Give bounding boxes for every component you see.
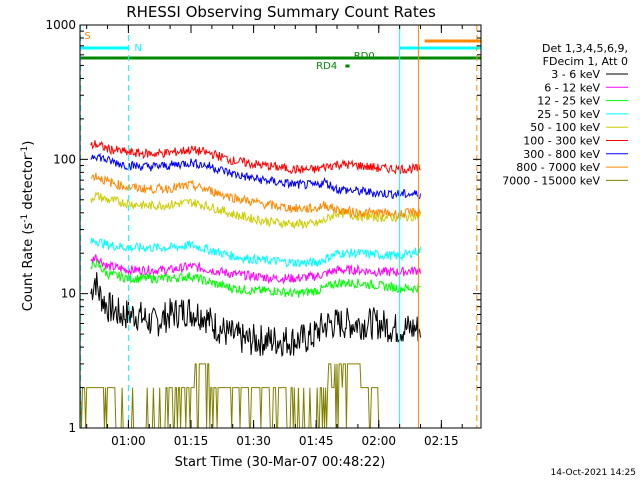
- state-label-3: RD4: [316, 61, 337, 72]
- legend-label-6: 300 - 800 keV: [523, 148, 600, 161]
- x-axis-label: Start Time (30-Mar-07 00:48:22): [175, 455, 386, 470]
- x-tick-label-4: 02:00: [361, 434, 396, 448]
- series-line-2: [90, 258, 421, 298]
- y-axis: 1 10 100 1000: [45, 18, 481, 435]
- series-line-5: [90, 140, 421, 175]
- state-label-0: S: [84, 31, 90, 42]
- legend-label-4: 50 - 100 keV: [530, 121, 600, 134]
- state-bars-group: S N RD0 RD4: [80, 31, 481, 72]
- y-axis-label-main: Count Rate (s: [21, 223, 36, 312]
- legend-header-0: Det 1,3,4,5,6,9,: [542, 42, 628, 55]
- y-axis-label: Count Rate (s-1 detector-1): [20, 141, 36, 312]
- legend-label-7: 800 - 7000 keV: [516, 161, 600, 174]
- state-label-1: N: [134, 43, 141, 54]
- x-tick-label-3: 01:45: [299, 434, 334, 448]
- y-axis-label-mid: detector: [21, 154, 36, 214]
- y-axis-label-sup: -1: [20, 214, 30, 223]
- plot-series-group: [79, 140, 421, 429]
- legend-label-2: 12 - 25 keV: [537, 95, 600, 108]
- y-tick-label-0: 1: [68, 421, 76, 435]
- series-line-4: [90, 191, 421, 230]
- x-tick-label-2: 01:30: [236, 434, 271, 448]
- state-label-2: RD0: [354, 51, 375, 62]
- series-line-1: [90, 254, 421, 285]
- series-line-0: [90, 272, 421, 358]
- y-tick-label-1: 10: [61, 287, 76, 301]
- plot-frame: [79, 24, 482, 429]
- series-line-6: [90, 152, 421, 200]
- x-tick-label-1: 01:15: [174, 434, 209, 448]
- legend-label-1: 6 - 12 keV: [544, 81, 600, 94]
- legend-label-0: 3 - 6 keV: [551, 68, 600, 81]
- series-line-7: [90, 172, 421, 220]
- legend-label-5: 100 - 300 keV: [523, 135, 600, 148]
- legend-label-8: 7000 - 15000 keV: [502, 174, 600, 187]
- legend: Det 1,3,4,5,6,9,FDecim 1, Att 03 - 6 keV…: [502, 42, 628, 187]
- chart-title: RHESSI Observing Summary Count Rates: [126, 3, 436, 21]
- x-tick-label-0: 01:00: [111, 434, 146, 448]
- legend-label-3: 25 - 50 keV: [537, 108, 600, 121]
- y-tick-label-2: 100: [53, 152, 76, 166]
- y-axis-label-end: ): [21, 141, 36, 146]
- y-axis-label-sup2: -1: [20, 146, 30, 155]
- series-line-8: [79, 363, 396, 429]
- footer-timestamp: 14-Oct-2021 14:25: [551, 468, 636, 478]
- series-line-3: [90, 237, 421, 268]
- legend-header-1: FDecim 1, Att 0: [543, 55, 628, 68]
- x-tick-label-5: 02:15: [424, 434, 459, 448]
- x-axis: 01:00 01:15 01:30 01:45 02:00 02:15: [86, 25, 463, 448]
- y-tick-label-3: 1000: [45, 18, 76, 32]
